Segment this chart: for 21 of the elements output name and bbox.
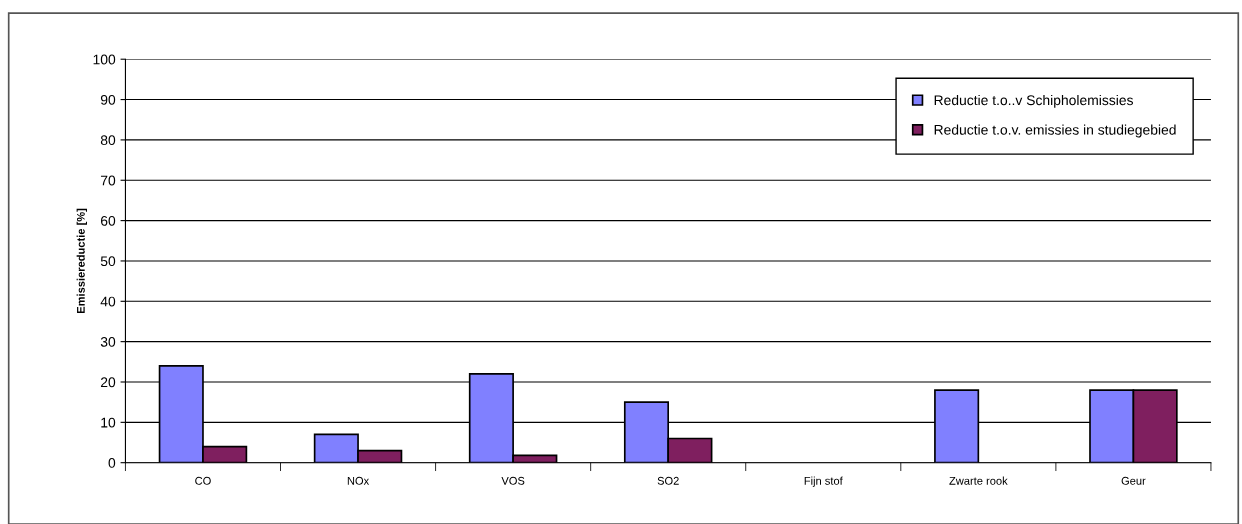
y-tick-label: 20 [100,377,116,388]
x-tick-label: Zwarte rook [949,476,1008,485]
y-tick-label: 50 [100,256,116,267]
x-tick-label: Geur [1121,476,1146,485]
legend-label: Reductie t.o.v. emissies in studiegebied [934,124,1176,138]
y-tick-label: 70 [100,175,116,186]
x-tick-label: VOS [501,476,525,485]
y-tick-label: 30 [100,336,116,347]
x-tick-label: SO2 [657,476,679,485]
x-tick-label: Fijn stof [804,476,843,487]
y-tick-label: 0 [108,458,116,468]
y-tick-label: 90 [100,94,116,105]
y-tick-label: 60 [100,215,116,226]
legend-label: Reductie t.o..v Schipholemissies [934,94,1133,108]
y-tick-label: 100 [93,54,116,65]
y-tick-label: 40 [100,296,116,307]
y-tick-label: 80 [100,135,116,146]
y-axis-title: Emissiereductie [%] [76,208,87,313]
x-tick-label: CO [195,476,211,485]
y-tick-label: 10 [101,417,116,428]
x-tick-label: NOx [347,476,370,485]
